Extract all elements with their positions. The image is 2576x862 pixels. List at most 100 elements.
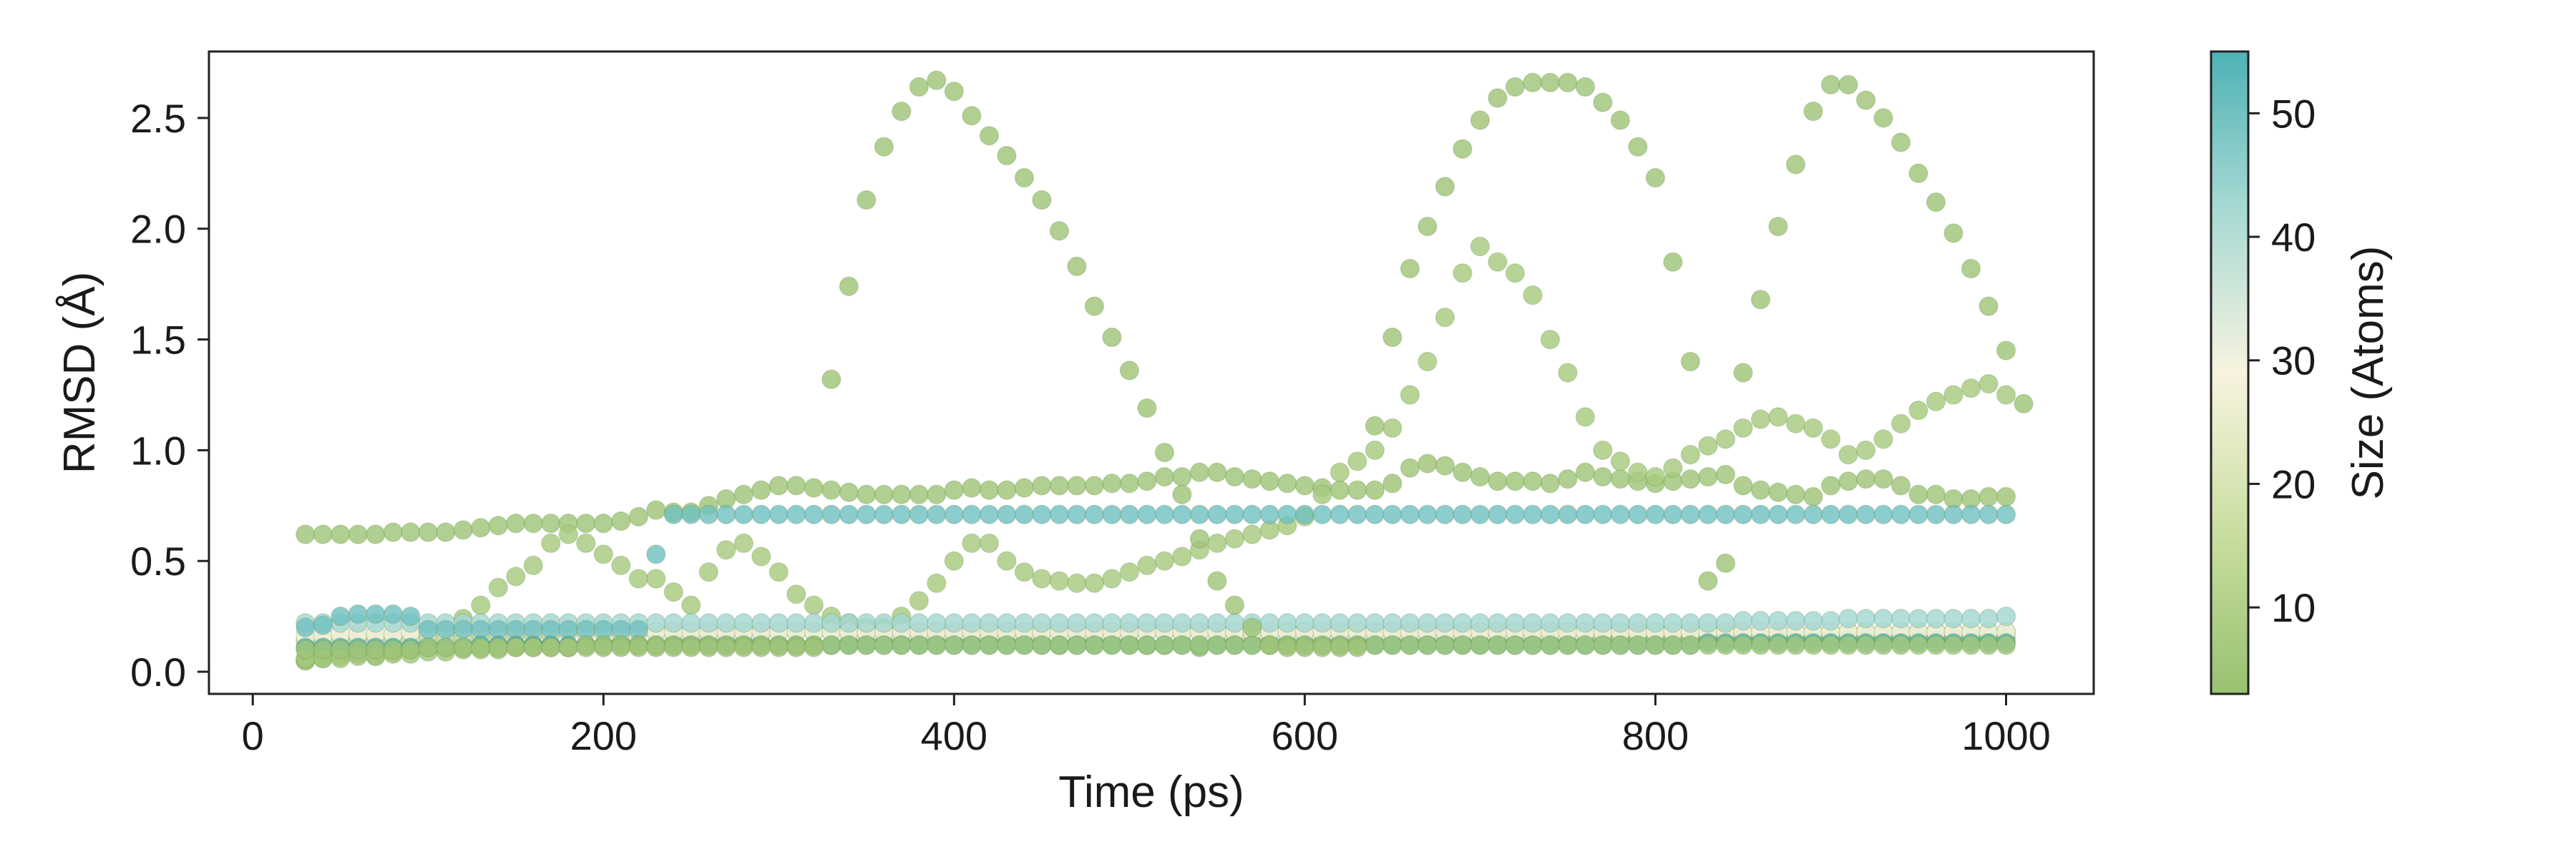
data-point xyxy=(1768,635,1788,655)
data-point xyxy=(1663,458,1683,478)
data-point xyxy=(1855,608,1876,629)
data-point xyxy=(1663,613,1683,633)
data-point xyxy=(453,520,474,540)
data-point xyxy=(1418,504,1438,524)
data-point xyxy=(1382,635,1402,655)
data-point xyxy=(1137,504,1157,524)
data-point xyxy=(1137,398,1157,418)
data-point xyxy=(1365,440,1385,461)
data-point xyxy=(1558,469,1578,489)
data-point xyxy=(1979,635,1999,655)
data-point xyxy=(436,637,456,657)
data-point xyxy=(1715,613,1736,633)
data-point xyxy=(1715,429,1736,449)
colorbar-ticks: 10 20 30 40 50 xyxy=(2248,91,2316,630)
data-point xyxy=(1014,562,1035,582)
data-point xyxy=(1382,613,1402,633)
data-point xyxy=(1540,504,1561,524)
data-point xyxy=(1488,613,1508,633)
data-point xyxy=(1996,341,2016,361)
data-point xyxy=(1032,613,1052,633)
data-point xyxy=(1330,462,1350,483)
data-point xyxy=(698,562,719,582)
data-point xyxy=(348,640,369,660)
data-point xyxy=(1242,617,1262,637)
data-point xyxy=(1996,606,2016,627)
data-point xyxy=(1575,635,1596,655)
data-point xyxy=(1207,504,1227,524)
data-point xyxy=(1523,635,1543,655)
data-point xyxy=(1119,474,1140,494)
y-tick-label: 1.0 xyxy=(130,428,186,473)
data-point xyxy=(541,513,561,534)
x-axis-label: Time (ps) xyxy=(1058,768,1244,817)
data-point xyxy=(927,573,947,593)
data-point xyxy=(821,480,841,500)
data-point xyxy=(1049,635,1070,655)
y-axis-label: RMSD (Å) xyxy=(55,272,104,474)
plot-frame xyxy=(208,50,2095,695)
data-point xyxy=(1119,613,1140,633)
data-point xyxy=(506,513,526,534)
data-point xyxy=(1505,613,1526,633)
data-point xyxy=(1908,608,1928,629)
data-point xyxy=(1014,478,1035,498)
colorbar-tick-label: 50 xyxy=(2271,91,2316,136)
x-tick-label: 400 xyxy=(921,713,987,758)
data-point xyxy=(1523,285,1543,305)
data-point xyxy=(1768,407,1788,427)
y-tick-label: 0.0 xyxy=(130,650,186,695)
data-point xyxy=(681,595,701,615)
data-point xyxy=(786,584,806,604)
data-point xyxy=(1435,635,1455,655)
x-tick-label: 800 xyxy=(1622,713,1689,758)
data-point xyxy=(366,604,386,625)
data-point xyxy=(1400,613,1420,633)
data-point xyxy=(1803,635,1823,655)
data-point xyxy=(1067,476,1087,496)
data-point xyxy=(698,637,719,657)
data-point xyxy=(804,637,824,657)
data-point xyxy=(1382,327,1402,348)
data-point xyxy=(1102,569,1122,589)
data-point xyxy=(1820,476,1841,496)
data-point xyxy=(1400,504,1420,524)
data-point xyxy=(646,500,666,520)
data-point xyxy=(1470,110,1491,130)
data-point xyxy=(453,637,474,657)
data-point xyxy=(1382,474,1402,494)
data-point xyxy=(1347,451,1367,471)
data-point xyxy=(1084,573,1105,593)
data-point xyxy=(1575,77,1596,97)
data-point xyxy=(1961,378,1981,398)
data-point xyxy=(1540,474,1561,494)
data-point xyxy=(1189,504,1210,524)
data-point xyxy=(1119,635,1140,655)
data-point xyxy=(1207,635,1227,655)
data-point xyxy=(1926,608,1946,629)
data-point xyxy=(716,613,736,633)
data-point xyxy=(1593,440,1613,461)
data-point xyxy=(593,513,614,534)
data-point xyxy=(1242,469,1262,489)
data-point xyxy=(1207,462,1227,483)
data-point xyxy=(383,522,404,542)
data-point xyxy=(874,137,894,157)
data-point xyxy=(1137,471,1157,491)
data-point xyxy=(1259,635,1280,655)
data-point xyxy=(1435,177,1455,197)
data-point xyxy=(1049,571,1070,591)
data-point xyxy=(1768,611,1788,631)
data-point xyxy=(1663,635,1683,655)
data-point xyxy=(1979,296,1999,316)
data-point xyxy=(488,577,509,598)
data-point xyxy=(506,567,526,587)
data-point xyxy=(1084,635,1105,655)
data-point xyxy=(909,484,930,505)
data-point xyxy=(1242,504,1262,524)
data-point xyxy=(1873,108,1893,128)
data-point xyxy=(927,70,947,91)
data-point xyxy=(716,539,736,560)
data-point xyxy=(1768,216,1788,237)
data-point xyxy=(1908,400,1928,421)
